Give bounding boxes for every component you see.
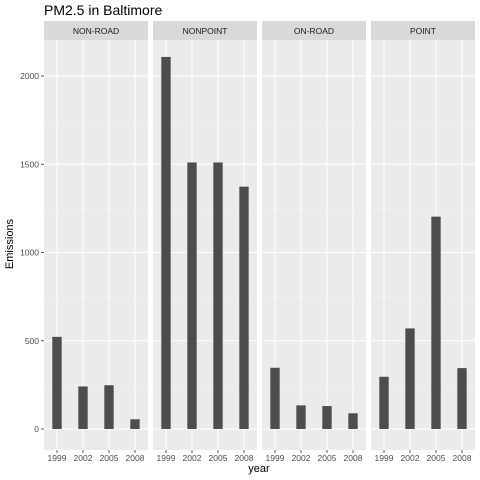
bar — [431, 216, 441, 429]
facet-strip — [371, 21, 475, 40]
facet-panel: NONPOINT 1999 2002 2005 2008 — [153, 21, 257, 463]
x-tick-label: 1999 — [266, 453, 285, 463]
facet-strip-label: POINT — [410, 26, 436, 36]
x-tick-label: 2002 — [401, 453, 420, 463]
y-axis-title: Emissions — [4, 218, 16, 269]
x-tick-label: 2008 — [126, 453, 145, 463]
bar — [104, 385, 114, 429]
bar — [270, 367, 280, 429]
x-tick-label: 2005 — [209, 453, 228, 463]
x-tick-label: 1999 — [157, 453, 176, 463]
x-tick-label: 2008 — [344, 453, 363, 463]
facet-panel: POINT 1999 2002 2005 2008 — [371, 21, 475, 463]
facet-panel: NON-ROAD 1999 2002 2005 2008 — [44, 21, 148, 463]
x-tick-label: 2005 — [100, 453, 119, 463]
bar — [161, 56, 171, 430]
facet-strip — [153, 21, 257, 40]
bar — [457, 368, 467, 429]
x-tick-label: 1999 — [48, 453, 67, 463]
bar — [213, 162, 223, 430]
bar — [239, 186, 249, 429]
facet-strip — [262, 21, 366, 40]
facet-strip — [44, 21, 148, 40]
facet-panels: NON-ROAD 1999 2002 2005 2008 NONPOINT 1999 2002… — [44, 21, 475, 463]
y-tick-label: 1500 — [20, 159, 39, 169]
bar — [78, 386, 88, 429]
x-tick-label: 2008 — [453, 453, 472, 463]
facet-strip-label: NON-ROAD — [73, 26, 119, 36]
y-tick-label: 500 — [25, 336, 39, 346]
bar — [322, 406, 332, 429]
y-axis: 0 500 1000 1500 2000 — [20, 71, 44, 434]
x-tick-label: 2002 — [74, 453, 93, 463]
x-tick-label: 2002 — [183, 453, 202, 463]
bar — [348, 413, 358, 429]
y-tick-label: 2000 — [20, 71, 39, 81]
chart-title: PM2.5 in Baltimore — [44, 2, 162, 18]
y-tick-label: 0 — [34, 424, 39, 434]
x-tick-label: 1999 — [375, 453, 394, 463]
x-axis-title: year — [248, 463, 270, 475]
facet-panel: ON-ROAD 1999 2002 2005 2008 — [262, 21, 366, 463]
x-tick-label: 2005 — [318, 453, 337, 463]
y-tick-label: 1000 — [20, 248, 39, 258]
x-tick-label: 2008 — [235, 453, 254, 463]
bar — [405, 328, 415, 429]
bar — [130, 419, 140, 429]
facet-strip-label: ON-ROAD — [294, 26, 334, 36]
bar — [379, 376, 389, 429]
x-tick-label: 2002 — [292, 453, 311, 463]
bar — [296, 405, 306, 429]
bar — [187, 162, 197, 430]
x-tick-label: 2005 — [427, 453, 446, 463]
bar — [52, 336, 62, 429]
facet-strip-label: NONPOINT — [183, 26, 228, 36]
